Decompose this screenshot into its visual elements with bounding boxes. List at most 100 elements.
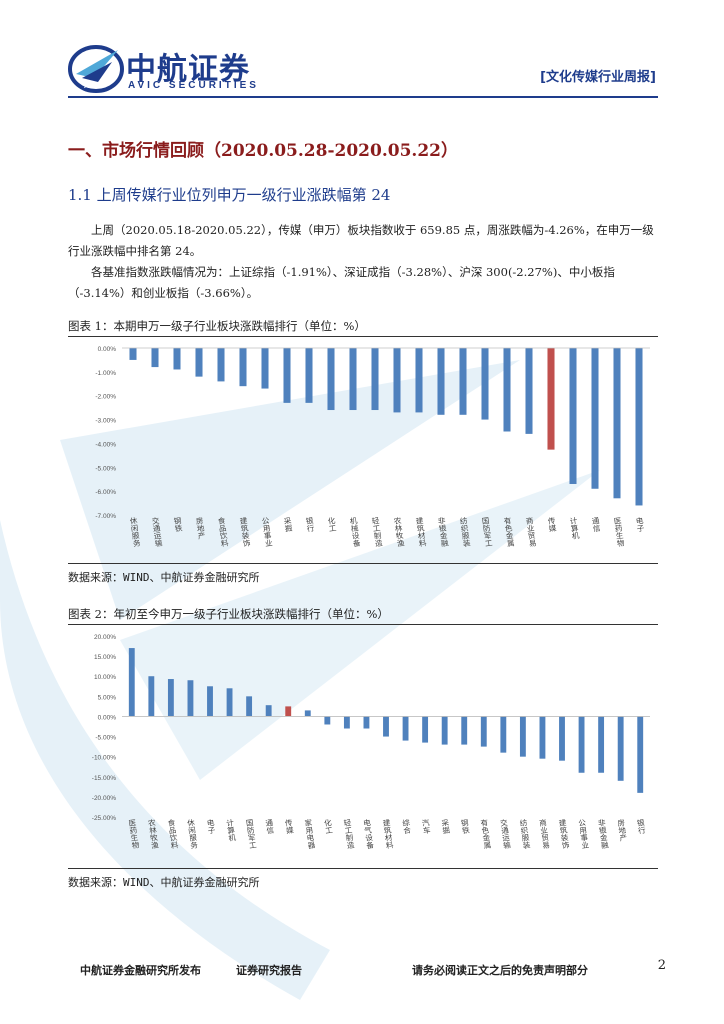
company-logo: AVIC 中航证券 AVIC SECURITIES [68, 44, 264, 94]
x-tick-label: 家用电器 [303, 817, 317, 850]
logo-chinese: 中航证券 [126, 52, 250, 87]
y-tick-label: -25.00% [92, 815, 116, 822]
bar-传媒 [547, 348, 555, 450]
bar-休闲服务 [187, 680, 194, 717]
bar-采掘 [283, 348, 291, 403]
bar-机械设备 [349, 348, 357, 411]
bar-有色金属 [503, 348, 511, 432]
x-tick-label: 农林牧渔 [146, 817, 160, 849]
x-tick-label: 化工 [326, 515, 337, 533]
x-tick-label: 建筑材料 [381, 817, 395, 850]
x-tick-label: 银行 [304, 516, 315, 534]
bar-轻工制造 [371, 348, 379, 411]
x-tick-label: 通信 [590, 515, 602, 534]
bar-银行 [305, 348, 313, 403]
y-tick-label: -15.00% [92, 775, 116, 782]
bar-农林牧渔 [393, 348, 401, 413]
header-divider [68, 96, 658, 98]
figure-2-top-rule [68, 624, 658, 625]
x-tick-label: 机械设备 [348, 515, 362, 548]
x-tick-label: 轻工制造 [370, 515, 384, 548]
x-tick-label: 综合 [401, 817, 413, 836]
footer-report-type: 证券研究报告 [236, 964, 302, 977]
bar-商业贸易 [539, 716, 546, 759]
figure-1-top-rule [68, 336, 658, 337]
x-tick-label: 交通运输 [498, 817, 512, 850]
bar-医药生物 [613, 348, 621, 499]
bar-计算机 [226, 688, 233, 717]
x-tick-label: 电子 [634, 515, 645, 533]
bar-采掘 [441, 716, 448, 745]
x-tick-label: 纺织服装 [458, 515, 472, 548]
x-tick-label: 建筑材料 [414, 515, 428, 548]
y-tick-label: 15.00% [94, 654, 116, 661]
x-tick-label: 建筑装饰 [557, 817, 571, 850]
bar-公用事业 [578, 716, 585, 773]
x-tick-label: 纺织服装 [518, 817, 532, 850]
section-heading: 一、市场行情回顾（2020.05.28-2020.05.22） [68, 141, 458, 161]
figure-1-chart: 0.00% -1.00% -2.00% -3.00% -4.00% -5.00% -6.00… [68, 337, 658, 562]
figure-2-bottom-rule [68, 868, 658, 869]
figure-2-chart: 20.00% 15.00% 10.00% 5.00% 0.00% -5.00% -10.00… [68, 625, 658, 867]
figure-2-title: 图表 2：年初至今申万一级子行业板块涨跌幅排行（单位：%） [68, 607, 389, 621]
bar-化工 [324, 716, 331, 725]
x-tick-label: 钢铁 [172, 515, 184, 534]
bar-房地产 [195, 348, 203, 377]
footer-publisher: 中航证券金融研究所发布 [80, 964, 201, 977]
bar-食品饮料 [167, 679, 174, 717]
bar-商业贸易 [525, 348, 533, 434]
y-tick-label: 0.00% [98, 714, 117, 721]
x-tick-label: 食品饮料 [166, 817, 180, 850]
x-tick-label: 公用事业 [577, 818, 590, 849]
bar-电子 [635, 348, 643, 506]
logo-mark-text: AVIC [84, 83, 100, 90]
y-tick-label: -5.00% [95, 465, 116, 472]
figure-1-bottom-rule [68, 563, 658, 564]
bar-通信 [591, 348, 599, 489]
subsection-heading: 1.1 上周传媒行业位列申万一级行业涨跌幅第 24 [68, 186, 391, 204]
paragraph-weekly: 上周（2020.05.18-2020.05.22），传媒（申万）板块指数收于 6… [68, 223, 654, 258]
y-tick-label: -20.00% [92, 795, 116, 802]
x-tick-label: 传媒 [283, 817, 295, 836]
bar-交通运输 [151, 348, 159, 368]
x-tick-label: 电子 [205, 817, 216, 835]
x-tick-label: 有色金属 [479, 817, 493, 850]
x-tick-label: 国防军工 [244, 818, 257, 849]
x-tick-label: 通信 [264, 817, 276, 836]
bar-银行 [637, 716, 644, 793]
x-tick-label: 商业贸易 [524, 515, 538, 548]
page-number: 2 [657, 958, 666, 973]
x-tick-label: 轻工制造 [342, 817, 356, 850]
x-tick-label: 计算机 [568, 515, 581, 541]
bar-交通运输 [500, 716, 507, 753]
bar-传媒 [285, 706, 292, 717]
x-tick-label: 采掘 [440, 817, 452, 836]
y-tick-label: -10.00% [92, 755, 116, 762]
figure-1-title: 图表 1：本期申万一级子行业板块涨跌幅排行（单位：%） [68, 319, 366, 333]
y-tick-label: -2.00% [95, 394, 116, 401]
x-tick-label: 房地产 [616, 817, 629, 843]
y-tick-label: 20.00% [94, 634, 116, 641]
x-tick-label: 医药生物 [612, 516, 626, 548]
x-tick-label: 交通运输 [150, 515, 164, 548]
figure-1-source: 数据来源：WIND、中航证券金融研究所 [68, 571, 260, 584]
x-tick-label: 休闲服务 [186, 817, 200, 850]
bar-国防军工 [481, 348, 489, 420]
x-tick-label: 农林牧渔 [392, 515, 406, 547]
x-tick-label: 传媒 [546, 515, 558, 534]
bar-电气设备 [363, 716, 370, 729]
x-tick-label: 电气设备 [362, 817, 376, 850]
x-tick-label: 有色金属 [502, 515, 516, 548]
x-tick-label: 房地产 [194, 515, 207, 541]
x-tick-label: 国防军工 [480, 516, 493, 547]
x-tick-label: 银行 [635, 818, 646, 836]
y-tick-label: 5.00% [98, 694, 117, 701]
avic-logo-icon: AVIC [68, 45, 124, 93]
bar-食品饮料 [217, 348, 225, 382]
figure-2-source: 数据来源：WIND、中航证券金融研究所 [68, 876, 260, 889]
bar-纺织服装 [459, 348, 467, 415]
footer-disclaimer: 请务必阅读正文之后的免责声明部分 [412, 964, 588, 977]
bar-休闲服务 [129, 348, 137, 360]
bar-钢铁 [461, 716, 468, 745]
